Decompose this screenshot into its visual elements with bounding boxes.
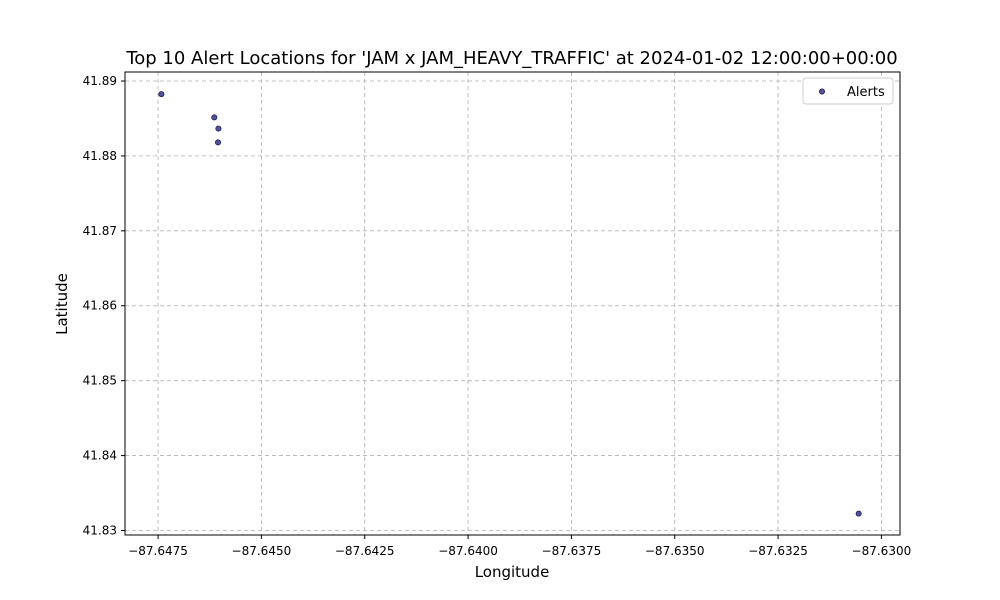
y-tick-label: 41.84 bbox=[83, 449, 117, 463]
y-tick-label: 41.88 bbox=[83, 149, 117, 163]
x-axis-ticks: −87.6475 −87.6450 −87.6425 −87.6400 −87.6375… bbox=[128, 535, 911, 558]
plot-frame bbox=[124, 71, 901, 536]
x-tick-label: −87.6350 bbox=[645, 544, 705, 558]
y-tick-label: 41.83 bbox=[83, 524, 117, 538]
legend-marker bbox=[819, 88, 826, 95]
grid-lines bbox=[125, 72, 900, 535]
y-tick-label: 41.87 bbox=[83, 224, 117, 238]
y-axis-label: Latitude bbox=[53, 273, 71, 335]
legend: Alerts bbox=[802, 77, 894, 105]
x-tick-label: −87.6450 bbox=[232, 544, 292, 558]
y-tick-label: 41.85 bbox=[83, 374, 117, 388]
data-point bbox=[211, 114, 218, 121]
data-point bbox=[855, 510, 862, 517]
legend-label-alerts: Alerts bbox=[847, 85, 885, 100]
x-tick-label: −87.6475 bbox=[128, 544, 188, 558]
y-axis-ticks: 41.83 41.84 41.85 41.86 41.87 41.88 41.89 bbox=[83, 74, 125, 538]
y-tick-label: 41.86 bbox=[83, 299, 117, 313]
x-tick-label: −87.6325 bbox=[748, 544, 808, 558]
legend-box bbox=[802, 77, 894, 105]
data-points bbox=[158, 91, 862, 517]
y-tick-label: 41.89 bbox=[83, 74, 117, 88]
chart-title: Top 10 Alert Locations for 'JAM x JAM_HE… bbox=[125, 48, 897, 69]
x-tick-label: −87.6425 bbox=[335, 544, 395, 558]
data-point bbox=[215, 125, 222, 132]
x-tick-label: −87.6375 bbox=[542, 544, 602, 558]
x-axis-label: Longitude bbox=[475, 563, 550, 581]
data-point bbox=[158, 91, 165, 98]
data-point bbox=[214, 139, 221, 146]
x-tick-label: −87.6300 bbox=[852, 544, 912, 558]
x-tick-label: −87.6400 bbox=[438, 544, 498, 558]
